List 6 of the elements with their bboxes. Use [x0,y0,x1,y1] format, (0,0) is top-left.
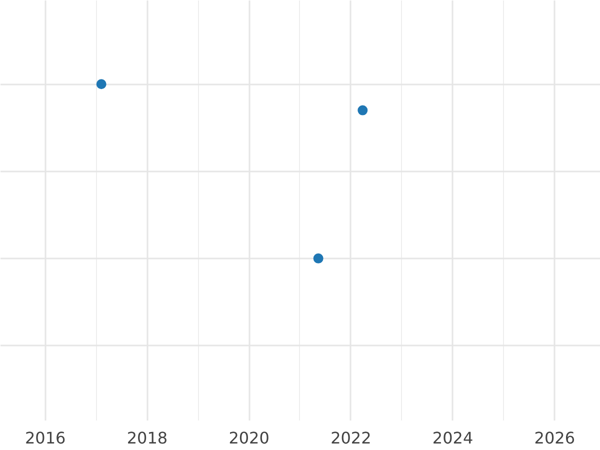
x-tick-label: 2026 [534,428,576,448]
x-tick-label: 2018 [126,428,168,448]
x-tick-label: 2024 [432,428,474,448]
x-tick-label: 2020 [228,428,270,448]
x-tick-label: 2022 [330,428,372,448]
x-tick-label: 2016 [24,428,66,448]
